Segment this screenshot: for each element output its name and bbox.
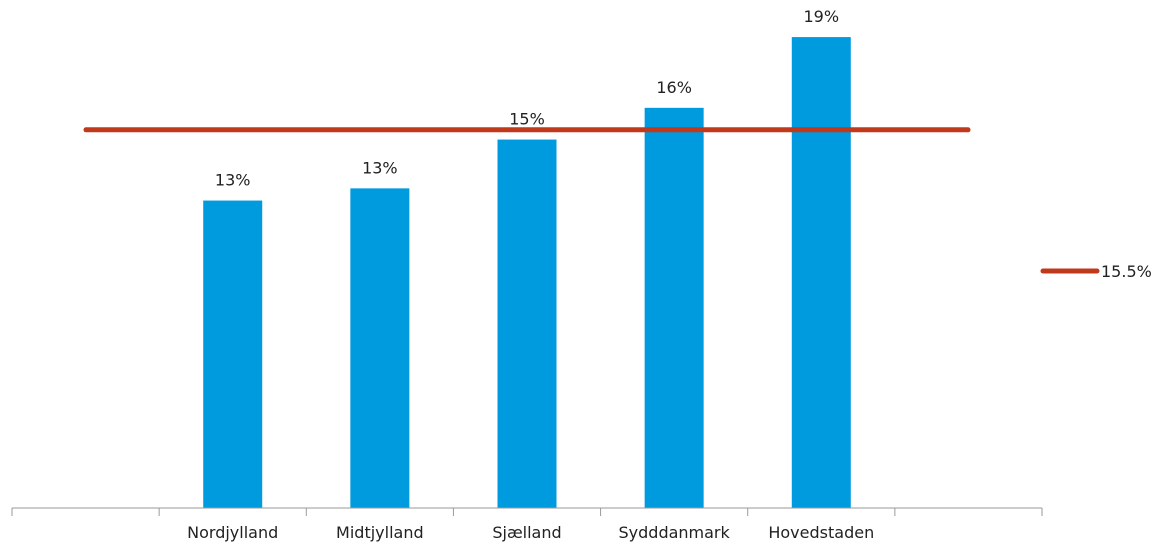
x-axis-ticks — [11, 508, 1043, 516]
data-label-nordjylland: 13% — [215, 171, 251, 190]
category-label-nordjylland: Nordjylland — [187, 523, 278, 542]
bar-midtjylland — [350, 188, 410, 509]
data-label-midtjylland: 13% — [362, 158, 398, 177]
bar-sydddanmark — [644, 107, 704, 508]
bar-nordjylland — [203, 200, 263, 508]
category-label-hovedstaden: Hovedstaden — [768, 523, 874, 542]
bars-group — [203, 37, 851, 509]
data-label-sjælland: 15% — [509, 110, 545, 129]
bar-sjælland — [497, 139, 557, 508]
category-label-midtjylland: Midtjylland — [336, 523, 424, 542]
data-label-hovedstaden: 19% — [804, 7, 840, 26]
data-label-sydddanmark: 16% — [656, 78, 692, 97]
legend: 15.5% — [1040, 262, 1152, 281]
bar-hovedstaden — [791, 37, 851, 509]
category-labels-group: Nordjylland Midtjylland Sjælland Sydddanmar… — [187, 523, 874, 542]
legend-label: 15.5% — [1101, 262, 1152, 281]
category-label-sjælland: Sjælland — [492, 523, 561, 542]
category-label-sydddanmark: Sydddanmark — [619, 523, 731, 542]
data-labels-group: 13% 13% 15% 16% 19% — [215, 7, 839, 189]
